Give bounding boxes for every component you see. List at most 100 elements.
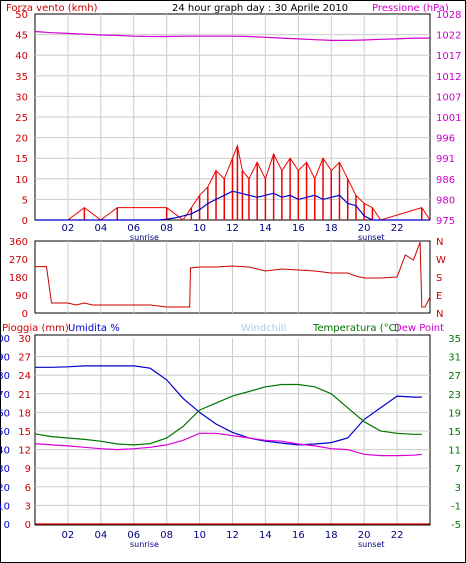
- panel2-series: [35, 241, 431, 308]
- y-left-tick-label: 30: [15, 92, 28, 103]
- rain-tick-label: 12: [18, 446, 31, 457]
- y-left-tick-label: 270: [9, 255, 28, 266]
- temperature-tick-label: 23: [448, 390, 461, 401]
- y-right-tick-label: 1012: [436, 72, 461, 83]
- rain-tick-label: 15: [18, 427, 31, 438]
- y-left-tick-label: 45: [15, 31, 28, 42]
- rain-tick-label: 18: [18, 408, 31, 419]
- temperature-tick-label: 11: [448, 446, 461, 457]
- x-tick-label: 02: [62, 530, 75, 541]
- y-right-tick-label: 1022: [436, 31, 461, 42]
- temperature-tick-label: 3: [455, 483, 461, 494]
- y-right-tick-label: 1028: [436, 10, 461, 21]
- y-right-tick-label: 1001: [436, 113, 461, 124]
- panel3-gridlines: [35, 338, 430, 524]
- humidity-tick-label: 90: [0, 353, 10, 364]
- x-tick-label: 06: [127, 530, 140, 541]
- wind-speed-label: Forza vento (kmh): [6, 3, 98, 14]
- y-left-tick-label: 180: [9, 273, 28, 284]
- x-tick-label: 12: [226, 530, 239, 541]
- chart-title: 24 hour graph day : 30 Aprile 2010: [172, 3, 348, 14]
- sunset-label-3: sunset: [358, 540, 385, 549]
- rain-tick-label: 9: [25, 464, 31, 475]
- x-tick-label: 08: [160, 530, 173, 541]
- temperature-tick-label: 15: [448, 427, 461, 438]
- y-left-tick-label: 10: [15, 175, 28, 186]
- humidity-line: [35, 365, 422, 446]
- sunrise-label-3: sunrise: [130, 540, 159, 549]
- rain-tick-label: 30: [18, 334, 31, 345]
- y-right-tick-label: N: [436, 237, 443, 248]
- y-left-tick-label: 15: [15, 154, 28, 165]
- panel3-y-right-ticks: -5 -1 3 7 11 15 19 23 27 31 35: [448, 334, 461, 531]
- temperature-tick-label: 7: [455, 464, 461, 475]
- y-right-tick-label: 980: [436, 195, 455, 206]
- wind-direction-line: [35, 241, 431, 308]
- y-left-tick-label: 5: [22, 195, 28, 206]
- pressure-label: Pressione (hPa): [372, 3, 449, 14]
- panel3-y-left2-ticks: 0 3 6 9 12 15 18 21 24 27 30: [18, 334, 31, 531]
- temperature-line: [34, 383, 422, 446]
- y-left-tick-label: 25: [15, 113, 28, 124]
- panel-temp-humidity: Pioggia (mm) Umidita % Windchill Tempera…: [0, 323, 461, 549]
- humidity-tick-label: 20: [0, 483, 10, 494]
- wind-speed-line: [35, 190, 430, 221]
- panel3-x-ticks: 02 04 06 08 10 12 14 16 18 20 22: [62, 530, 404, 541]
- panel2-y-left-ticks: 0 90 180 270 360: [9, 237, 28, 320]
- rain-tick-label: 3: [25, 501, 31, 512]
- rain-tick-label: 0: [25, 520, 31, 531]
- pressure-line: [34, 30, 430, 42]
- rain-tick-label: 24: [18, 371, 31, 382]
- panel2-gridlines: [67, 241, 398, 313]
- y-right-tick-label: S: [436, 273, 442, 284]
- x-tick-label: 04: [94, 223, 107, 234]
- temperature-tick-label: -5: [451, 520, 461, 531]
- x-tick-label: 18: [325, 223, 338, 234]
- humidity-tick-label: 80: [0, 371, 10, 382]
- y-right-tick-label: 1017: [436, 51, 461, 62]
- x-tick-label: 22: [391, 223, 404, 234]
- y-left-tick-label: 0: [22, 309, 28, 320]
- rain-label: Pioggia (mm): [2, 323, 69, 334]
- x-tick-label: 10: [193, 530, 206, 541]
- panel1-y-left-ticks: 0 5 10 15 20 25 30 35 40 45 50: [15, 10, 28, 227]
- y-right-tick-label: E: [436, 291, 442, 302]
- y-left-tick-label: 0: [22, 216, 28, 227]
- x-tick-label: 18: [325, 530, 338, 541]
- rain-tick-label: 6: [25, 483, 31, 494]
- x-tick-label: 16: [292, 530, 305, 541]
- panel-wind-pressure: Forza vento (kmh) 24 hour graph day : 30…: [6, 3, 461, 242]
- humidity-tick-label: 40: [0, 446, 10, 457]
- x-tick-label: 06: [127, 223, 140, 234]
- windchill-label: Windchill: [241, 323, 286, 334]
- y-left-tick-label: 40: [15, 51, 28, 62]
- temperature-label: Temperatura (°C): [312, 323, 400, 334]
- sunset-label-1: sunset: [358, 233, 385, 242]
- x-tick-label: 02: [62, 223, 75, 234]
- temperature-tick-label: 27: [448, 371, 461, 382]
- temperature-tick-label: 35: [448, 334, 461, 345]
- humidity-tick-label: 50: [0, 427, 10, 438]
- y-right-tick-label: W: [436, 255, 446, 266]
- humidity-tick-label: 70: [0, 390, 10, 401]
- y-right-tick-label: 986: [436, 175, 455, 186]
- y-left-tick-label: 50: [15, 10, 28, 21]
- y-right-tick-label: 1007: [436, 92, 461, 103]
- y-left-tick-label: 20: [15, 134, 28, 145]
- panel3-series: [34, 365, 430, 525]
- y-left-tick-label: 35: [15, 72, 28, 83]
- wind-gust-line: [35, 144, 431, 221]
- humidity-tick-label: 0: [4, 520, 10, 531]
- dewpoint-label: Dew Point: [394, 323, 444, 334]
- rain-tick-label: 27: [18, 353, 31, 364]
- panel1-x-ticks: 02 04 06 08 10 12 14 16 18 20 22: [62, 223, 404, 234]
- rain-tick-label: 21: [18, 390, 31, 401]
- y-right-tick-label: 991: [436, 154, 455, 165]
- panel1-series: [34, 30, 431, 221]
- x-tick-label: 14: [259, 530, 272, 541]
- y-right-tick-label: 975: [436, 216, 455, 227]
- x-tick-label: 12: [226, 223, 239, 234]
